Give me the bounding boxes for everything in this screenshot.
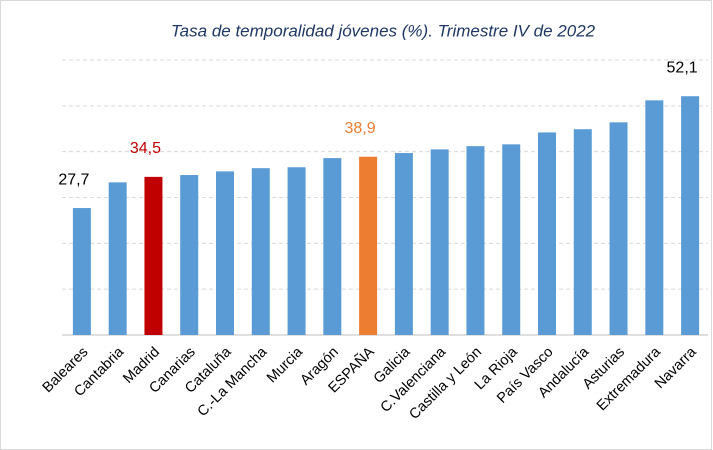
bar [108, 182, 127, 335]
bar [144, 176, 163, 335]
bar [180, 175, 199, 335]
bar [573, 129, 592, 335]
bar [538, 132, 556, 335]
bar [72, 208, 91, 335]
bar [466, 146, 485, 335]
bar [287, 167, 306, 335]
bar [359, 156, 378, 335]
bar [430, 149, 449, 335]
value-label: 34,5 [130, 140, 161, 157]
bar [681, 96, 700, 335]
value-label: 27,7 [58, 171, 89, 188]
value-label: 52,1 [667, 59, 698, 76]
bar [609, 122, 628, 335]
chart-title: Tasa de temporalidad jóvenes (%). Trimes… [171, 21, 596, 40]
bar [216, 171, 234, 335]
bar [645, 100, 664, 335]
bar [251, 168, 270, 335]
bar [394, 153, 413, 335]
bar [502, 144, 521, 335]
value-label: 38,9 [345, 120, 376, 137]
bar [323, 158, 342, 335]
